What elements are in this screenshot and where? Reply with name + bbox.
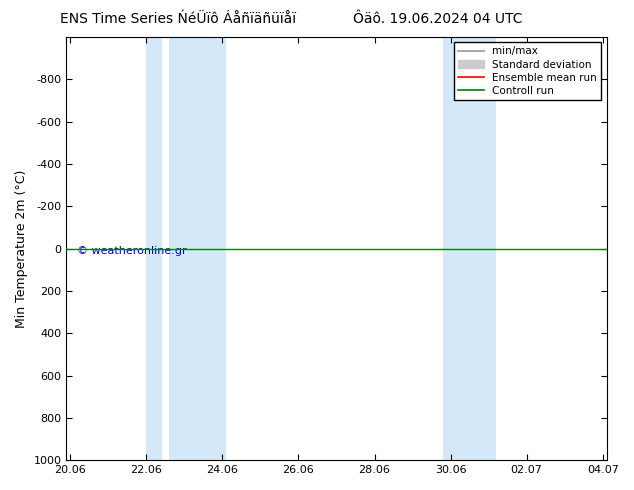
Bar — [146, 37, 162, 460]
Y-axis label: Min Temperature 2m (°C): Min Temperature 2m (°C) — [15, 170, 28, 328]
Text: Ôäô. 19.06.2024 04 UTC: Ôäô. 19.06.2024 04 UTC — [353, 12, 522, 26]
Text: ENS Time Series ŃéÜïô Áåñïäñüïåï: ENS Time Series ŃéÜïô Áåñïäñüïåï — [60, 12, 295, 26]
Bar — [443, 37, 496, 460]
Bar — [169, 37, 226, 460]
Legend: min/max, Standard deviation, Ensemble mean run, Controll run: min/max, Standard deviation, Ensemble me… — [454, 42, 601, 100]
Text: © weatheronline.gr: © weatheronline.gr — [77, 246, 187, 256]
